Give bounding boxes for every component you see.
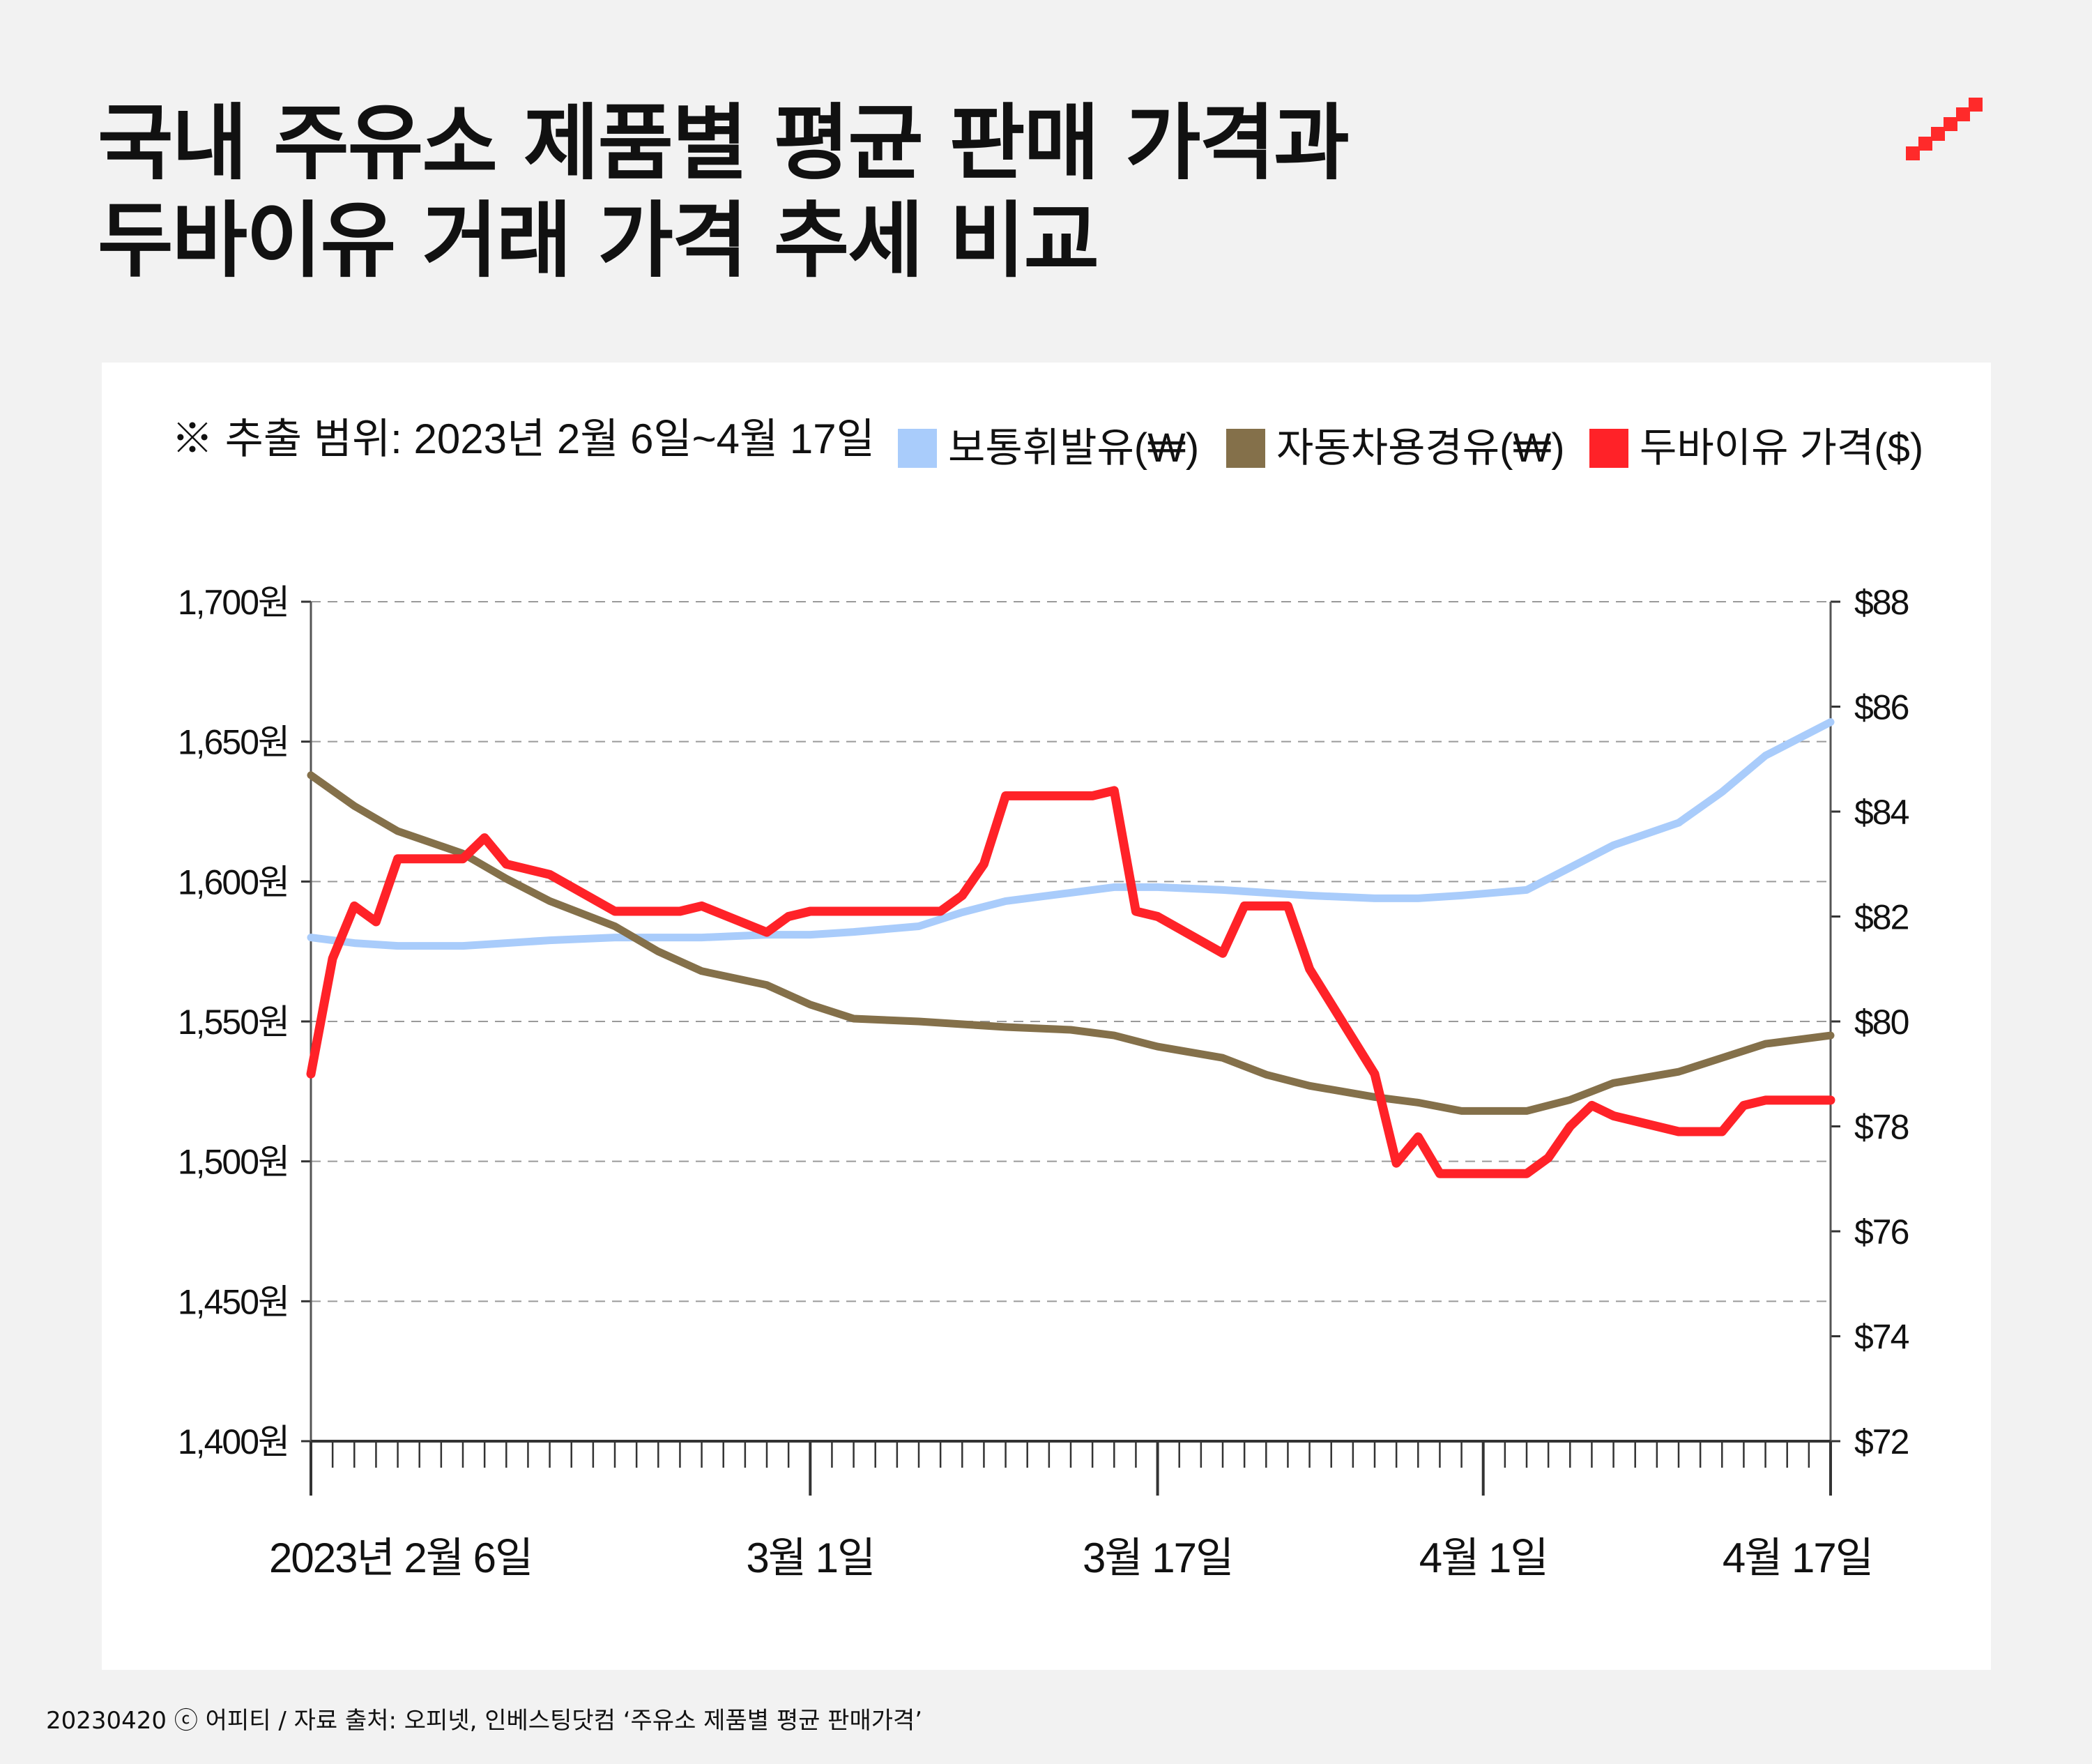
right-tick-label: $88 [1854,583,1909,622]
x-tick-label: 4월 1일 [1419,1535,1548,1581]
title-line-1: 국내 주유소 제품별 평균 판매 가격과 [98,95,1350,191]
x-tick-label: 4월 17일 [1723,1535,1872,1581]
legend-swatch-dubai [1589,429,1628,468]
right-tick-label: $80 [1854,1003,1909,1042]
legend-swatch-gasoline [898,429,937,468]
right-tick-label: $86 [1854,688,1909,727]
series-lines [306,718,1835,1178]
x-tick-label: 3월 1일 [746,1535,874,1581]
left-tick-label: 1,600원 [178,862,289,902]
right-tick-label: $82 [1854,898,1909,937]
right-tick-label: $72 [1854,1422,1909,1461]
gasoline-line [307,718,1835,950]
chart-card: ※ 추출 범위: 2023년 2월 6일~4월 17일 보통휘발유(₩) 자동차… [102,363,1991,1670]
source-footer: 20230420 ⓒ 어피티 / 자료 출처: 오피넷, 인베스팅닷컴 ‘주유소… [46,1707,923,1735]
axes [301,600,1840,1443]
legend-label-diesel: 자동차용경유(₩) [1276,425,1565,471]
x-axis-labels: 2023년 2월 6일 3월 1일 3월 17일 4월 1일 4월 17일 [269,1535,1874,1581]
right-tick-label: $76 [1854,1212,1909,1252]
x-tick-label: 3월 17일 [1083,1535,1232,1581]
grid-lines [311,601,1831,1302]
left-tick-label: 1,450원 [178,1282,289,1321]
legend-swatch-diesel [1226,429,1265,468]
left-tick-label: 1,550원 [178,1003,289,1042]
extraction-range-note: ※ 추출 범위: 2023년 2월 6일~4월 17일 [171,416,875,462]
title-line-2: 두바이유 거래 가격 추세 비교 [98,192,1099,289]
left-y-axis-labels: 1,400원 1,450원 1,500원 1,550원 1,600원 1,650원 1,70… [178,583,290,1461]
page-title: 국내 주유소 제품별 평균 판매 가격과 두바이유 거래 가격 추세 비교 [98,94,1350,289]
x-tick-label: 2023년 2월 6일 [269,1535,532,1581]
legend: 보통휘발유(₩) 자동차용경유(₩) 두바이유 가격($) [898,425,1923,471]
line-chart: ※ 추출 범위: 2023년 2월 6일~4월 17일 보통휘발유(₩) 자동차… [171,416,1923,1581]
stair-logo-icon [1906,98,1983,160]
dubai-line [306,786,1835,1178]
left-tick-label: 1,400원 [178,1422,289,1461]
left-tick-label: 1,500원 [178,1143,289,1182]
right-y-axis-labels: $72 $74 $76 $78 $80 $82 $84 $86 $88 [1854,583,1911,1461]
right-tick-label: $84 [1854,793,1909,832]
right-tick-label: $78 [1854,1108,1909,1147]
left-tick-label: 1,700원 [178,583,289,622]
right-tick-label: $74 [1854,1318,1909,1357]
diesel-line [307,771,1835,1115]
legend-label-dubai: 두바이유 가격($) [1640,425,1923,471]
x-axis-ticks [310,1441,1832,1496]
left-tick-label: 1,650원 [178,723,289,762]
legend-label-gasoline: 보통휘발유(₩) [948,425,1199,471]
